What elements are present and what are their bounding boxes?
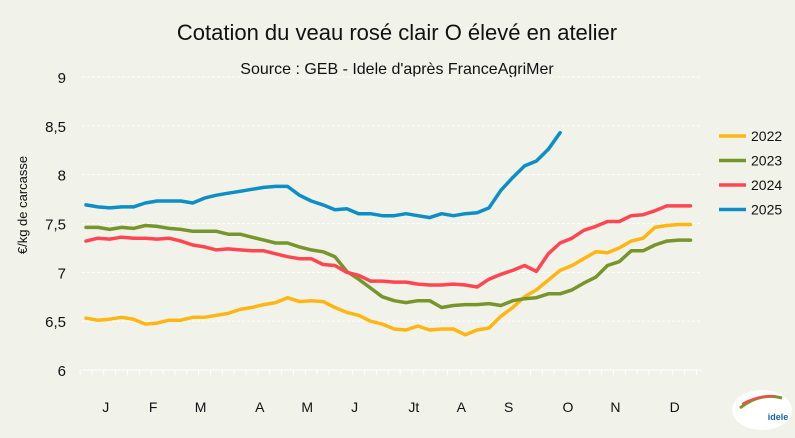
y-tick-label: 8 [58, 168, 66, 185]
month-label: M [301, 399, 313, 415]
y-tick-label: 8,5 [45, 119, 66, 136]
month-label: J [102, 399, 109, 415]
logo-text: idele [768, 412, 789, 422]
legend-label-2025: 2025 [751, 202, 782, 218]
month-label: M [195, 399, 207, 415]
series-line-2023 [84, 223, 693, 310]
x-tick-marks [79, 369, 702, 375]
month-label: A [255, 399, 265, 415]
month-label: N [610, 399, 620, 415]
month-label: F [149, 399, 158, 415]
y-tick-label: 7 [58, 265, 66, 282]
month-label: A [457, 399, 467, 415]
x-tick-labels: J F M A M J Jt A S O N D [102, 399, 680, 415]
chart-subtitle: Source : GEB - Idele d'après FranceAgriM… [240, 61, 554, 78]
month-label: D [670, 399, 680, 415]
series-line-2022 [84, 222, 693, 337]
month-label: O [563, 399, 574, 415]
y-tick-label: 6 [58, 363, 66, 380]
month-label: S [504, 399, 513, 415]
legend-label-2024: 2024 [751, 177, 782, 193]
idele-logo: idele [732, 390, 792, 430]
month-label: J [351, 399, 358, 415]
series-lines [84, 130, 693, 337]
legend: 2022 2023 2024 2025 [719, 128, 782, 218]
legend-label-2023: 2023 [751, 153, 782, 169]
series-line-2025 [84, 130, 562, 220]
y-tick-labels: 6 6,5 7 7,5 8 8,5 9 [45, 70, 66, 380]
month-label: Jt [408, 399, 419, 415]
chart-title: Cotation du veau rosé clair O élevé en a… [177, 20, 617, 45]
series-line-2024 [84, 204, 693, 289]
y-tick-label: 7,5 [45, 217, 66, 234]
y-axis-label: €/kg de carcasse [15, 156, 30, 254]
y-tick-label: 9 [58, 70, 66, 87]
y-tick-label: 6,5 [45, 314, 66, 331]
legend-label-2022: 2022 [751, 128, 782, 144]
